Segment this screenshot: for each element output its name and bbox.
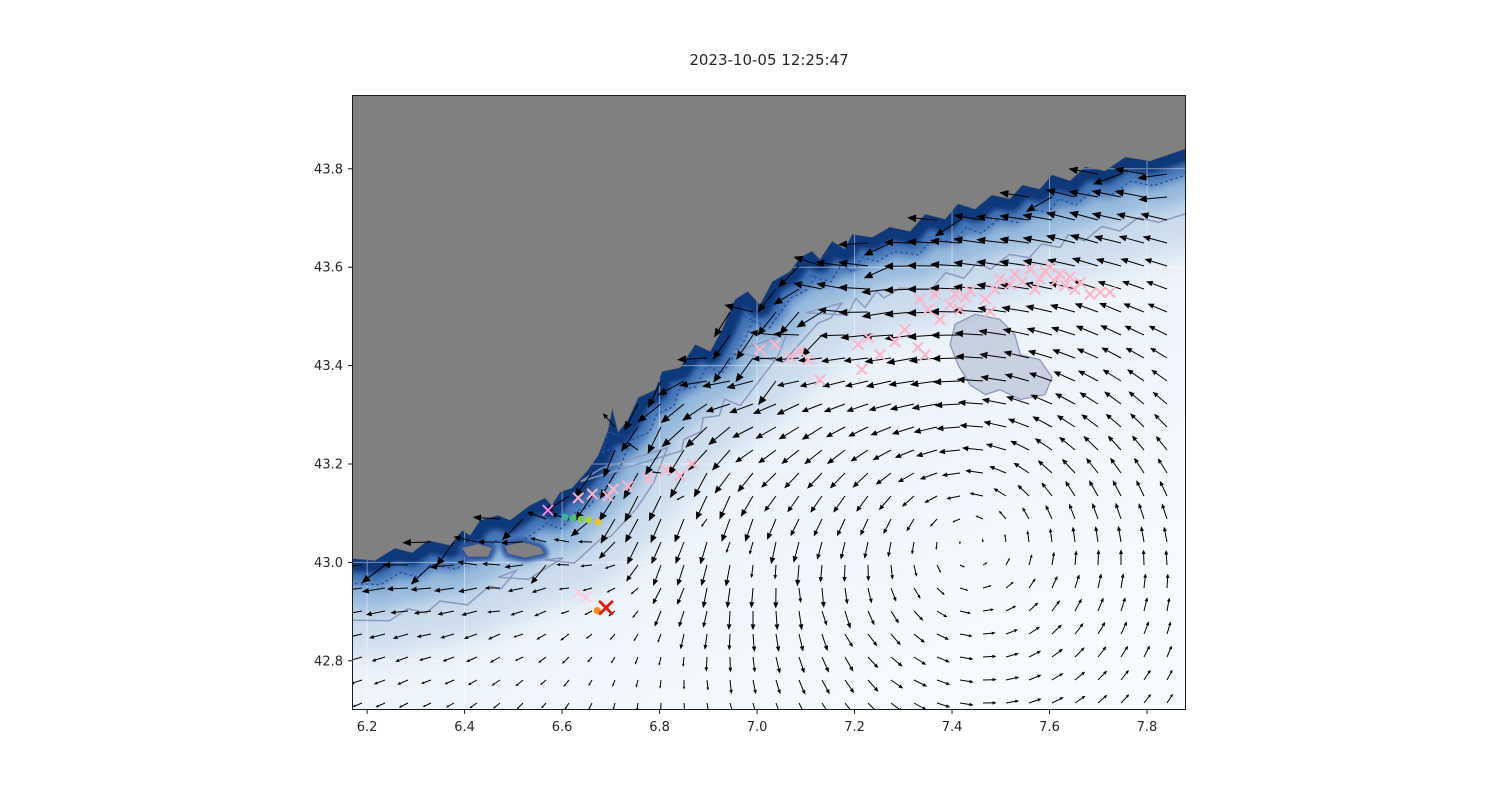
dot-marker [594,518,602,526]
dot-marker [561,513,569,521]
x-tick-label: 6.4 [454,720,475,735]
x-marker [598,600,614,616]
x-tick-label: 6.8 [649,720,670,735]
release-point-dot [593,607,601,615]
y-tick-label: 43.4 [314,359,343,374]
dot-marker [593,607,601,615]
dot-marker [585,516,593,524]
drifter-trajectory-dots [561,513,602,526]
x-tick-label: 7.2 [844,720,865,735]
x-tick-label: 7.6 [1039,720,1060,735]
x-tick-label: 7.0 [747,720,768,735]
x-tick-label: 6.6 [552,720,573,735]
mid-coast-track-x [572,458,698,504]
y-tick-label: 43.0 [314,556,343,571]
current-position-x [598,600,614,616]
dot-marker [570,514,577,522]
south-observations-x [573,587,592,603]
islands [461,541,545,558]
y-tick-label: 42.8 [314,654,343,669]
x-tick-label: 7.8 [1137,720,1158,735]
x-marker [542,504,554,516]
plot-area: 6.2 6.4 6.6 6.8 7.0 7.2 7.4 7.6 7.8 43.8 43.6 43.4 4… [314,95,1186,735]
y-tick-label: 43.2 [314,458,343,473]
map-canvas: 6.2 6.4 6.6 6.8 7.0 7.2 7.4 7.6 7.8 43.8 43.6 43.4 4… [314,95,1186,735]
track-start-x [542,504,554,516]
axes-frame [352,95,1186,710]
coastal-observations-x [754,261,1116,386]
x-marker [572,458,698,504]
plot-title: 2023-10-05 12:25:47 [689,51,849,69]
map-layers [352,95,1186,710]
x-tick-label: 6.2 [357,720,378,735]
x-marker [573,587,592,603]
dot-marker [577,515,585,523]
y-tick-label: 43.6 [314,261,343,276]
x-marker [754,261,1116,386]
isobath-dashed-contour [352,174,1186,586]
x-tick-label: 7.4 [942,720,963,735]
isobath-solid-contour [352,212,1186,622]
y-tick-label: 43.8 [314,162,343,177]
